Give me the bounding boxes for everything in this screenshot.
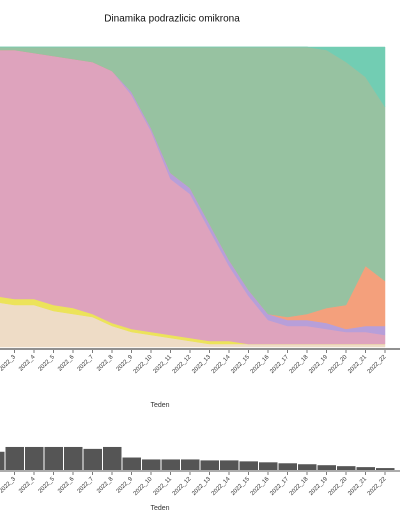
bar: [122, 457, 141, 470]
x-tick-label: 2022_8: [96, 476, 115, 495]
bar: [376, 468, 395, 470]
x-tick-label: 2022_19: [308, 354, 329, 375]
area-plot: [0, 46, 386, 348]
bar-plot: [0, 446, 395, 470]
bar: [44, 446, 63, 470]
x-tick-label: 2022_14: [211, 354, 232, 375]
x-tick-label: 2022_16: [250, 354, 271, 375]
x-tick-label: 2022_22: [367, 476, 388, 497]
x-tick-label: 2022_12: [172, 354, 193, 375]
x-tick-label: 2022_18: [289, 476, 310, 497]
bar: [317, 465, 336, 470]
bar: [298, 464, 317, 470]
x-tick-label: 2022_16: [250, 476, 271, 497]
x-tick-label: 2022_18: [289, 354, 310, 375]
x-tick-label: 2022_20: [328, 354, 349, 375]
x-tick-label: 2022_15: [230, 354, 251, 375]
area-series: [0, 46, 386, 108]
chart-title: Dinamika podrazlicic omikrona: [104, 14, 240, 25]
bar: [5, 446, 24, 470]
bar: [103, 446, 122, 470]
x-tick-label: 2022_20: [328, 476, 349, 497]
bar: [25, 446, 44, 470]
x-tick-label: 2022_11: [153, 354, 174, 375]
x-tick-label: 2022_4: [18, 476, 37, 495]
x-tick-label: 2022_6: [57, 354, 76, 373]
bar: [356, 467, 375, 470]
x-tick-label: 2022_7: [77, 354, 96, 373]
x-tick-label: 2022_10: [133, 354, 154, 375]
x-tick-label: 2022_5: [38, 354, 57, 373]
x-tick-label: 2022_12: [172, 476, 193, 497]
x-axis-title: Teden: [150, 402, 169, 409]
x-tick-label: 2022_5: [38, 476, 57, 495]
x-tick-label: 2022_7: [77, 476, 96, 495]
bar: [239, 461, 258, 470]
bar: [337, 466, 356, 470]
x-tick-label: 2022_21: [347, 354, 368, 375]
x-tick-label: 2022_3: [0, 476, 17, 495]
bar: [200, 460, 219, 470]
x-tick-label: 2022_9: [116, 354, 135, 373]
bar: [83, 448, 102, 470]
x-tick-label: 2022_17: [269, 476, 290, 497]
bar: [142, 459, 161, 470]
x-tick-label: 2022_4: [18, 354, 37, 373]
x-tick-label: 2022_6: [57, 476, 76, 495]
x-tick-label: 2022_10: [133, 476, 154, 497]
x-tick-label: 2022_9: [116, 476, 135, 495]
x-tick-label: 2022_22: [367, 354, 388, 375]
x-tick-label: 2022_17: [269, 354, 290, 375]
x-tick-label: 2022_21: [347, 476, 368, 497]
bar: [181, 459, 200, 470]
bar: [278, 463, 297, 470]
x-tick-label: 2022_19: [308, 476, 329, 497]
x-tick-label: 2022_14: [211, 476, 232, 497]
x-tick-label: 2022_8: [96, 354, 115, 373]
bar: [220, 460, 239, 470]
bar: [64, 446, 83, 470]
x-axis-title: Teden: [150, 505, 169, 512]
x-tick-label: 2022_11: [153, 476, 174, 497]
x-tick-label: 2022_15: [230, 476, 251, 497]
x-tick-label: 2022_13: [191, 476, 212, 497]
bar: [161, 459, 180, 470]
bar: [259, 462, 278, 470]
x-tick-label: 2022_3: [0, 354, 17, 373]
bar: [0, 451, 5, 470]
x-tick-label: 2022_13: [191, 354, 212, 375]
